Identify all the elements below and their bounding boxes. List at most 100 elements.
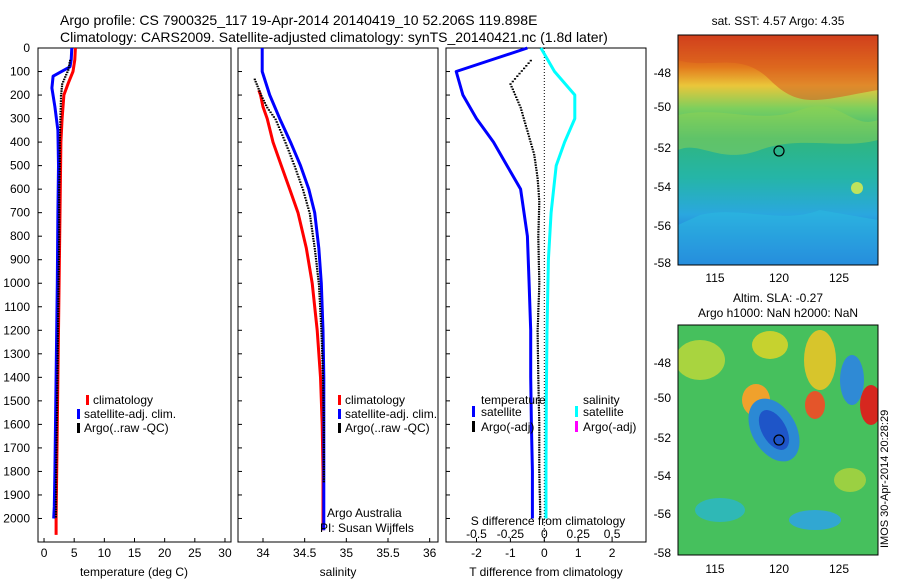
argo-profile-point bbox=[291, 160, 294, 162]
argo-profile-point bbox=[58, 173, 61, 176]
argo-profile-point bbox=[55, 481, 58, 483]
argo-profile-point bbox=[315, 265, 318, 268]
argo-profile-point bbox=[59, 113, 62, 115]
argo-profile-point bbox=[511, 88, 514, 91]
argo-profile-point bbox=[536, 357, 540, 360]
argo-profile-point bbox=[537, 238, 540, 241]
x-tick-label: -2 bbox=[471, 546, 482, 560]
argo-profile-point bbox=[57, 320, 60, 322]
sla-ytick: -50 bbox=[654, 391, 672, 405]
argo-profile-point bbox=[319, 322, 323, 325]
argo-profile-point bbox=[56, 337, 59, 340]
sla-anomaly bbox=[805, 391, 825, 419]
argo-profile-point bbox=[57, 265, 60, 268]
argo-profile-point bbox=[254, 80, 257, 83]
temperature-plot: 0 5 10 15 20 25 30 bbox=[41, 47, 232, 560]
argo-profile-point bbox=[287, 149, 290, 152]
argo-profile-point bbox=[57, 300, 60, 303]
argo-profile-point bbox=[60, 85, 64, 88]
depth-tick-label: 100 bbox=[10, 65, 30, 79]
argo-profile-point bbox=[55, 444, 58, 446]
argo-profile-point bbox=[320, 340, 323, 342]
depth-tick-label: 1300 bbox=[3, 347, 30, 361]
argo-profile-point bbox=[539, 506, 542, 508]
argo-profile-point bbox=[55, 436, 58, 439]
argo-profile-point bbox=[58, 183, 61, 186]
argo-profile-point bbox=[536, 345, 539, 347]
argo-profile-point bbox=[538, 476, 541, 478]
legend-label-argo: Argo(..raw -QC) bbox=[84, 421, 169, 435]
argo-profile-point bbox=[55, 449, 58, 451]
argo-profile-point bbox=[538, 461, 541, 464]
argo-profile-point bbox=[537, 362, 540, 365]
argo-profile-point bbox=[537, 379, 540, 382]
argo-profile-point bbox=[55, 493, 58, 496]
argo-profile-point bbox=[538, 198, 541, 200]
argo-profile-point bbox=[529, 140, 532, 143]
argo-profile-point bbox=[537, 377, 540, 379]
argo-profile-point bbox=[59, 126, 62, 128]
argo-profile-point bbox=[58, 170, 61, 173]
argo-profile-point bbox=[537, 300, 540, 303]
argo-profile-point bbox=[59, 102, 62, 105]
argo-profile-point bbox=[55, 476, 58, 478]
sla-map bbox=[678, 325, 878, 555]
argo-profile-point bbox=[537, 241, 540, 243]
x-tick-label: 2 bbox=[609, 546, 616, 560]
argo-profile-point bbox=[536, 177, 539, 179]
argo-profile-point bbox=[537, 313, 540, 315]
argo-profile-point bbox=[322, 402, 325, 404]
argo-profile-point bbox=[322, 377, 325, 379]
argo-profile-point bbox=[277, 126, 280, 128]
argo-profile-point bbox=[260, 95, 263, 97]
argo-profile-point bbox=[56, 372, 59, 374]
argo-profile-point bbox=[538, 503, 542, 506]
argo-profile-point bbox=[531, 148, 534, 151]
argo-profile-point bbox=[322, 417, 325, 419]
argo-profile-point bbox=[537, 233, 540, 236]
argo-profile-point bbox=[318, 293, 321, 295]
argo-profile-point bbox=[322, 379, 325, 382]
argo-profile-point bbox=[318, 303, 322, 305]
argo-profile-point bbox=[527, 132, 530, 135]
sla-map-frame bbox=[677, 324, 879, 556]
argo-profile-point bbox=[64, 76, 67, 78]
argo-profile-point bbox=[309, 220, 312, 222]
argo-profile-point bbox=[58, 204, 61, 206]
argo-profile-point bbox=[58, 163, 61, 165]
sst-ytick: -58 bbox=[654, 256, 672, 270]
argo-profile-point bbox=[538, 205, 541, 208]
argo-profile-point bbox=[269, 111, 272, 114]
argo-profile-point bbox=[536, 182, 540, 185]
argo-profile-point bbox=[314, 258, 318, 260]
argo-profile-point bbox=[55, 424, 58, 426]
argo-profile-point bbox=[58, 223, 61, 226]
argo-profile-point bbox=[537, 298, 540, 300]
argo-profile-point bbox=[512, 91, 515, 93]
argo-profile-point bbox=[523, 119, 526, 122]
argo-profile-point bbox=[56, 369, 59, 372]
argo-profile-point bbox=[536, 180, 539, 182]
argo-profile-point bbox=[536, 322, 539, 325]
sla-ytick: -54 bbox=[654, 469, 672, 483]
x-tick-label: 34.5 bbox=[293, 546, 317, 560]
sla-anomaly bbox=[840, 355, 864, 405]
argo-profile-point bbox=[536, 320, 540, 322]
argo-profile-point bbox=[318, 300, 321, 303]
argo-profile-point bbox=[271, 113, 274, 116]
argo-profile-point bbox=[322, 478, 325, 480]
figure-title-line-1: Argo profile: CS 7900325_117 19-Apr-2014… bbox=[60, 12, 538, 28]
argo-profile-point bbox=[58, 181, 61, 183]
argo-profile-point bbox=[537, 187, 540, 190]
legend-swatch-climatology bbox=[338, 395, 341, 405]
argo-profile-point bbox=[538, 421, 541, 424]
argo-profile-point bbox=[57, 256, 61, 258]
difference-panel-frame bbox=[445, 47, 647, 543]
argo-profile-point bbox=[54, 496, 58, 498]
depth-tick-label: 800 bbox=[10, 229, 30, 243]
argo-profile-point bbox=[517, 101, 520, 104]
argo-profile-point bbox=[322, 399, 325, 402]
argo-profile-point bbox=[538, 501, 542, 503]
argo-profile-point bbox=[321, 372, 324, 374]
argo-profile-point bbox=[55, 478, 58, 481]
